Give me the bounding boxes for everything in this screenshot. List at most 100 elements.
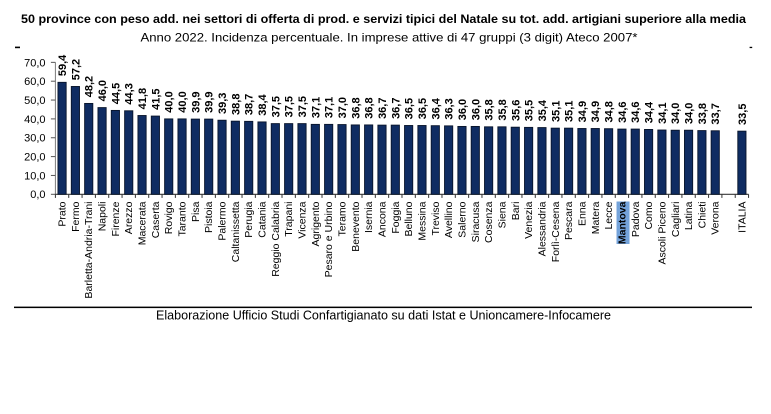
- svg-text:35,1: 35,1: [564, 101, 576, 122]
- svg-text:37,5: 37,5: [297, 96, 309, 117]
- svg-text:38,4: 38,4: [257, 93, 269, 115]
- svg-text:50,0: 50,0: [24, 95, 45, 107]
- svg-text:39,9: 39,9: [190, 91, 202, 112]
- svg-text:38,8: 38,8: [230, 94, 242, 115]
- svg-text:Napoli: Napoli: [97, 202, 109, 232]
- svg-text:33,5: 33,5: [737, 104, 749, 125]
- svg-text:59,4: 59,4: [57, 54, 69, 76]
- svg-text:Rovigo: Rovigo: [163, 201, 175, 234]
- svg-text:10,0: 10,0: [24, 170, 45, 182]
- svg-text:48,2: 48,2: [84, 76, 96, 97]
- svg-text:36,0: 36,0: [457, 99, 469, 120]
- svg-text:ITALIA: ITALIA: [736, 202, 748, 233]
- svg-text:35,6: 35,6: [510, 100, 522, 121]
- svg-text:Catania: Catania: [257, 201, 269, 237]
- svg-text:Venezia: Venezia: [523, 201, 535, 239]
- svg-text:30,0: 30,0: [24, 133, 45, 145]
- svg-text:36,8: 36,8: [350, 97, 362, 118]
- svg-text:34,4: 34,4: [644, 101, 656, 123]
- svg-text:34,1: 34,1: [657, 102, 669, 123]
- svg-text:36,7: 36,7: [377, 97, 389, 118]
- svg-text:Trapani: Trapani: [283, 202, 295, 237]
- svg-text:57,2: 57,2: [70, 59, 82, 80]
- svg-text:Foggia: Foggia: [390, 201, 402, 233]
- svg-text:35,8: 35,8: [484, 99, 496, 120]
- svg-text:Forlì-Cesena: Forlì-Cesena: [550, 201, 562, 262]
- svg-text:37,1: 37,1: [310, 97, 322, 118]
- svg-text:38,7: 38,7: [244, 94, 256, 115]
- svg-text:36,5: 36,5: [417, 98, 429, 119]
- svg-text:Latina: Latina: [683, 201, 695, 230]
- svg-text:Bari: Bari: [510, 202, 522, 221]
- svg-text:Perugia: Perugia: [243, 201, 255, 237]
- svg-text:37,0: 37,0: [337, 97, 349, 118]
- svg-text:36,3: 36,3: [444, 98, 456, 119]
- svg-text:Verona: Verona: [710, 201, 722, 234]
- svg-text:Isernia: Isernia: [363, 201, 375, 233]
- svg-text:Enna: Enna: [576, 201, 588, 226]
- svg-text:36,0: 36,0: [470, 99, 482, 120]
- svg-text:36,5: 36,5: [404, 98, 416, 119]
- svg-text:34,6: 34,6: [617, 101, 629, 122]
- svg-text:Reggio Calabria: Reggio Calabria: [270, 201, 282, 276]
- svg-text:37,1: 37,1: [324, 97, 336, 118]
- svg-text:40,0: 40,0: [177, 91, 189, 112]
- svg-text:Barletta-Andria-Trani: Barletta-Andria-Trani: [83, 202, 95, 299]
- svg-text:Elaborazione Ufficio Studi Con: Elaborazione Ufficio Studi Confartigiana…: [156, 308, 611, 322]
- svg-text:Caltanissetta: Caltanissetta: [230, 201, 242, 262]
- svg-text:Pistoia: Pistoia: [203, 201, 215, 233]
- svg-text:40,0: 40,0: [24, 114, 45, 126]
- svg-text:39,9: 39,9: [204, 91, 216, 112]
- svg-text:Benevento: Benevento: [350, 201, 362, 251]
- svg-text:Macerata: Macerata: [137, 201, 149, 245]
- svg-text:Belluno: Belluno: [403, 201, 415, 236]
- svg-text:36,4: 36,4: [430, 97, 442, 119]
- svg-text:Vicenza: Vicenza: [297, 201, 309, 238]
- svg-text:34,9: 34,9: [577, 101, 589, 122]
- svg-text:41,8: 41,8: [137, 88, 149, 109]
- svg-text:Mantova: Mantova: [616, 201, 628, 244]
- svg-text:Alessandria: Alessandria: [536, 201, 548, 256]
- svg-text:33,8: 33,8: [697, 103, 709, 124]
- svg-text:Fermo: Fermo: [70, 201, 82, 231]
- svg-text:34,8: 34,8: [604, 101, 616, 122]
- svg-text:37,5: 37,5: [284, 96, 296, 117]
- svg-text:Siracusa: Siracusa: [470, 201, 482, 242]
- svg-text:Caserta: Caserta: [150, 201, 162, 238]
- svg-text:Pescara: Pescara: [563, 201, 575, 240]
- svg-text:Ancona: Ancona: [376, 201, 388, 237]
- svg-text:Lecce: Lecce: [603, 201, 615, 229]
- svg-text:34,9: 34,9: [590, 101, 602, 122]
- svg-text:Firenze: Firenze: [110, 201, 122, 236]
- svg-text:Arezzo: Arezzo: [123, 201, 135, 234]
- svg-text:Teramo: Teramo: [337, 201, 349, 236]
- svg-text:Matera: Matera: [590, 201, 602, 234]
- svg-text:Como: Como: [643, 201, 655, 229]
- svg-text:60,0: 60,0: [24, 76, 45, 88]
- svg-text:Palermo: Palermo: [217, 201, 229, 240]
- svg-text:34,6: 34,6: [630, 101, 642, 122]
- svg-text:Chieti: Chieti: [696, 202, 708, 229]
- svg-text:36,7: 36,7: [390, 97, 402, 118]
- svg-text:40,0: 40,0: [164, 91, 176, 112]
- svg-text:Avellino: Avellino: [443, 201, 455, 238]
- svg-text:Agrigento: Agrigento: [310, 201, 322, 246]
- svg-text:35,5: 35,5: [524, 100, 536, 121]
- svg-text:Prato: Prato: [57, 201, 69, 226]
- svg-text:34,0: 34,0: [670, 103, 682, 124]
- svg-text:Messina: Messina: [416, 201, 428, 240]
- svg-text:46,0: 46,0: [97, 80, 109, 101]
- svg-text:36,8: 36,8: [364, 97, 376, 118]
- svg-text:33,7: 33,7: [710, 103, 722, 124]
- svg-text:20,0: 20,0: [24, 152, 45, 164]
- svg-text:44,5: 44,5: [110, 83, 122, 104]
- svg-text:Treviso: Treviso: [430, 201, 442, 235]
- svg-text:35,4: 35,4: [537, 99, 549, 121]
- svg-text:39,3: 39,3: [217, 93, 229, 114]
- svg-text:Anno 2022. Incidenza percentua: Anno 2022. Incidenza percentuale. In imp…: [141, 31, 638, 45]
- svg-text:50 province con peso add. nei: 50 province con peso add. nei settori di…: [21, 12, 746, 26]
- svg-text:70,0: 70,0: [24, 57, 45, 69]
- svg-text:Salerno: Salerno: [456, 201, 468, 237]
- svg-text:44,3: 44,3: [124, 83, 136, 104]
- svg-text:Pesaro e Urbino: Pesaro e Urbino: [323, 201, 335, 277]
